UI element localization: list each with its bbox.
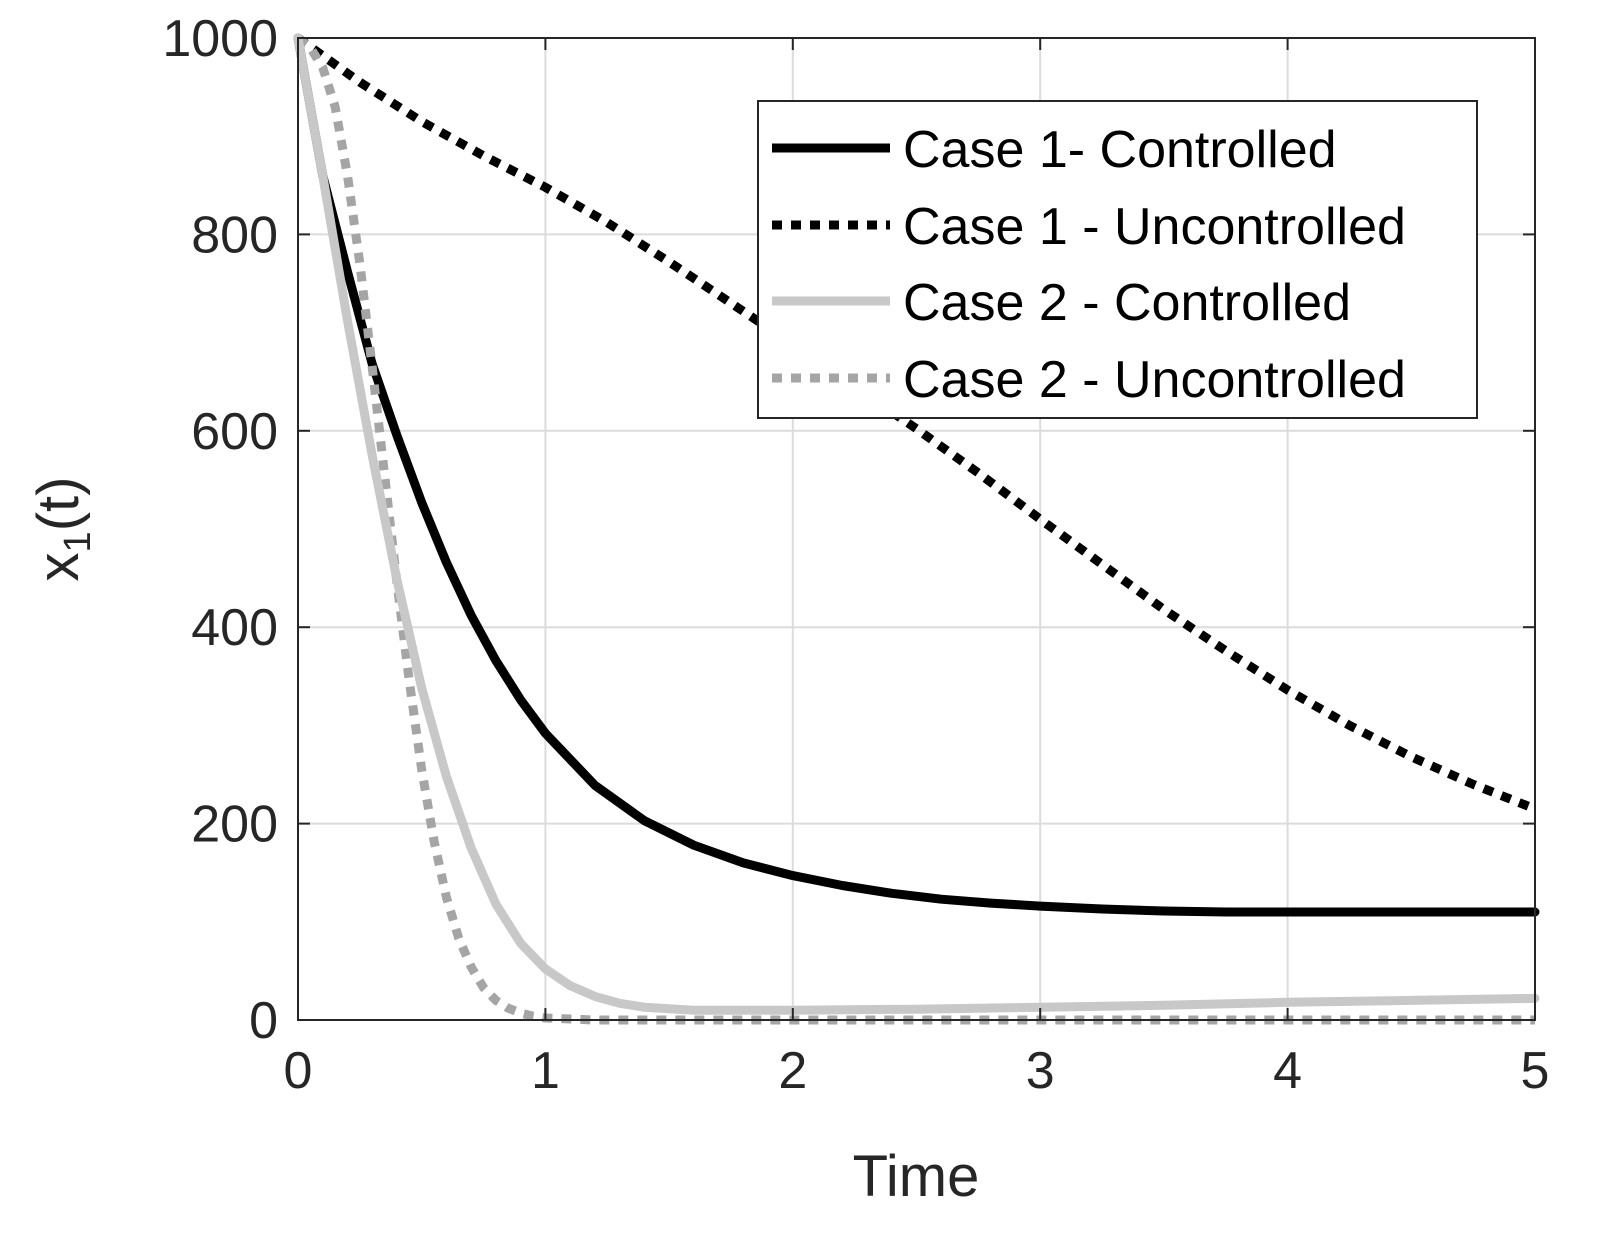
y-axis-label-subscript: 1 (57, 531, 99, 552)
x-tick-labels: 0 1 2 3 4 5 (284, 1042, 1550, 1100)
plot-frame (297, 37, 1536, 1021)
x-tick-label: 2 (778, 1042, 807, 1100)
y-axis-label: x1(t) (26, 477, 99, 582)
y-axis-label-main: x (26, 552, 91, 581)
y-tick-label: 600 (191, 403, 278, 461)
y-tick-label: 200 (191, 796, 278, 854)
x-tick-label: 3 (1026, 1042, 1055, 1100)
legend: Case 1- Controlled Case 1 - Uncontrolled C… (757, 100, 1478, 419)
series-line-1 (293, 33, 1540, 917)
y-tick-label: 0 (249, 992, 278, 1050)
x-axis-label: Time (853, 1144, 980, 1209)
legend-box (757, 100, 1478, 419)
x-tick-label: 4 (1273, 1042, 1302, 1100)
y-axis-label-tail: (t) (26, 477, 91, 532)
y-tick-label: 400 (191, 599, 278, 657)
x-tick-label: 1 (531, 1042, 560, 1100)
legend-entry-label: Case 1 - Uncontrolled (903, 198, 1406, 256)
x-tick-label: 5 (1521, 1042, 1550, 1100)
legend-entry-label: Case 2 - Controlled (903, 274, 1351, 332)
legend-entry-label: Case 1- Controlled (903, 121, 1337, 179)
legend-entry-label: Case 2 - Uncontrolled (903, 351, 1406, 409)
series-line-3 (293, 33, 1540, 1015)
svg-text:x1(t): x1(t) (26, 477, 99, 582)
y-tick-label: 800 (191, 206, 278, 264)
y-tick-labels: 0 200 400 600 800 1000 (162, 10, 278, 1050)
y-tick-label: 1000 (162, 10, 278, 68)
axis-ticks (297, 37, 1536, 1021)
x-tick-label: 0 (284, 1042, 313, 1100)
